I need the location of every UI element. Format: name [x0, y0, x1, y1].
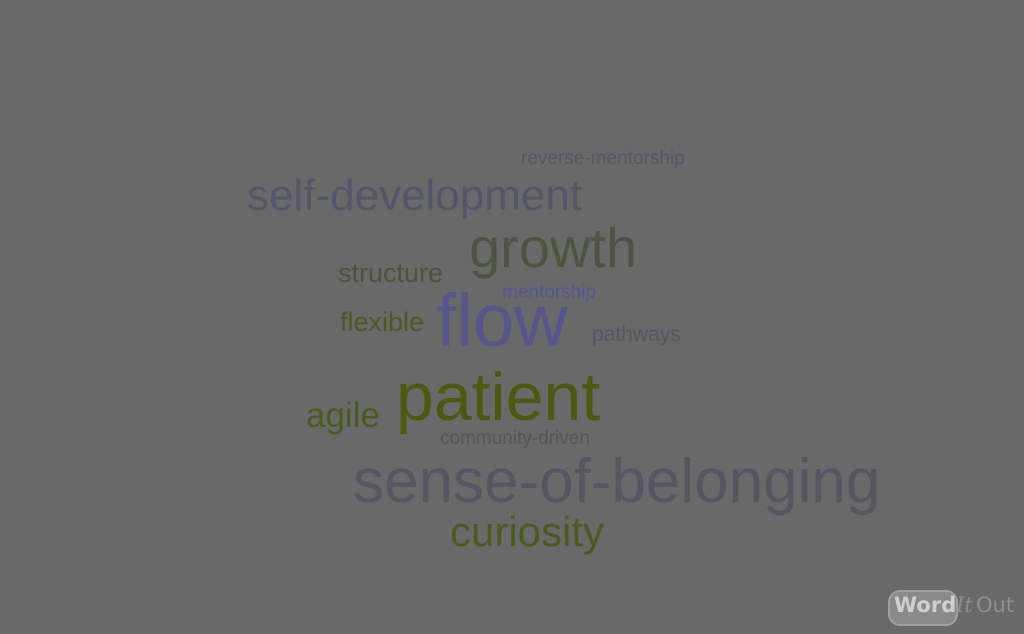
- logo-text-out: Out: [976, 593, 1015, 617]
- wordit-out-logo[interactable]: Word It Out: [888, 588, 1018, 628]
- word-growth: growth: [469, 216, 638, 279]
- logo-text-word: Word: [894, 593, 957, 617]
- word-patient: patient: [396, 359, 601, 435]
- word-flexible: flexible: [340, 307, 425, 337]
- word-mentorship: mentorship: [502, 282, 596, 303]
- word-curiosity: curiosity: [450, 508, 605, 555]
- word-sense-of-belonging: sense-of-belonging: [353, 447, 881, 516]
- word-self-development: self-development: [247, 171, 583, 220]
- word-reverse-mentorship: reverse-mentorship: [521, 148, 685, 169]
- word-structure: structure: [338, 258, 444, 288]
- word-agile: agile: [306, 396, 380, 435]
- word-flow: flow: [436, 279, 568, 362]
- word-community-driven: community-driven: [440, 428, 590, 449]
- word-pathways: pathways: [592, 323, 681, 346]
- logo-text-it: It: [956, 593, 973, 617]
- logo-badge: [888, 590, 958, 626]
